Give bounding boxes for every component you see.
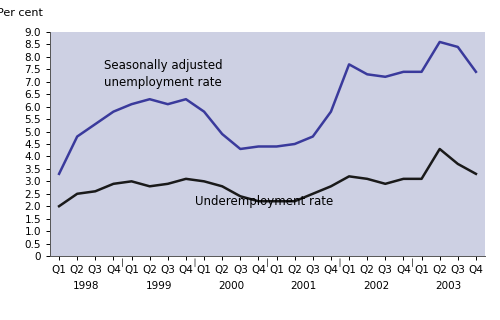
Text: Per cent: Per cent bbox=[0, 8, 43, 18]
Text: 1999: 1999 bbox=[146, 281, 172, 291]
Text: Underemployment rate: Underemployment rate bbox=[195, 195, 333, 208]
Text: 1998: 1998 bbox=[73, 281, 100, 291]
Text: 2000: 2000 bbox=[218, 281, 244, 291]
Text: Seasonally adjusted
unemployment rate: Seasonally adjusted unemployment rate bbox=[104, 59, 223, 89]
Text: 2003: 2003 bbox=[436, 281, 462, 291]
Text: 2001: 2001 bbox=[290, 281, 317, 291]
Text: 2002: 2002 bbox=[363, 281, 390, 291]
